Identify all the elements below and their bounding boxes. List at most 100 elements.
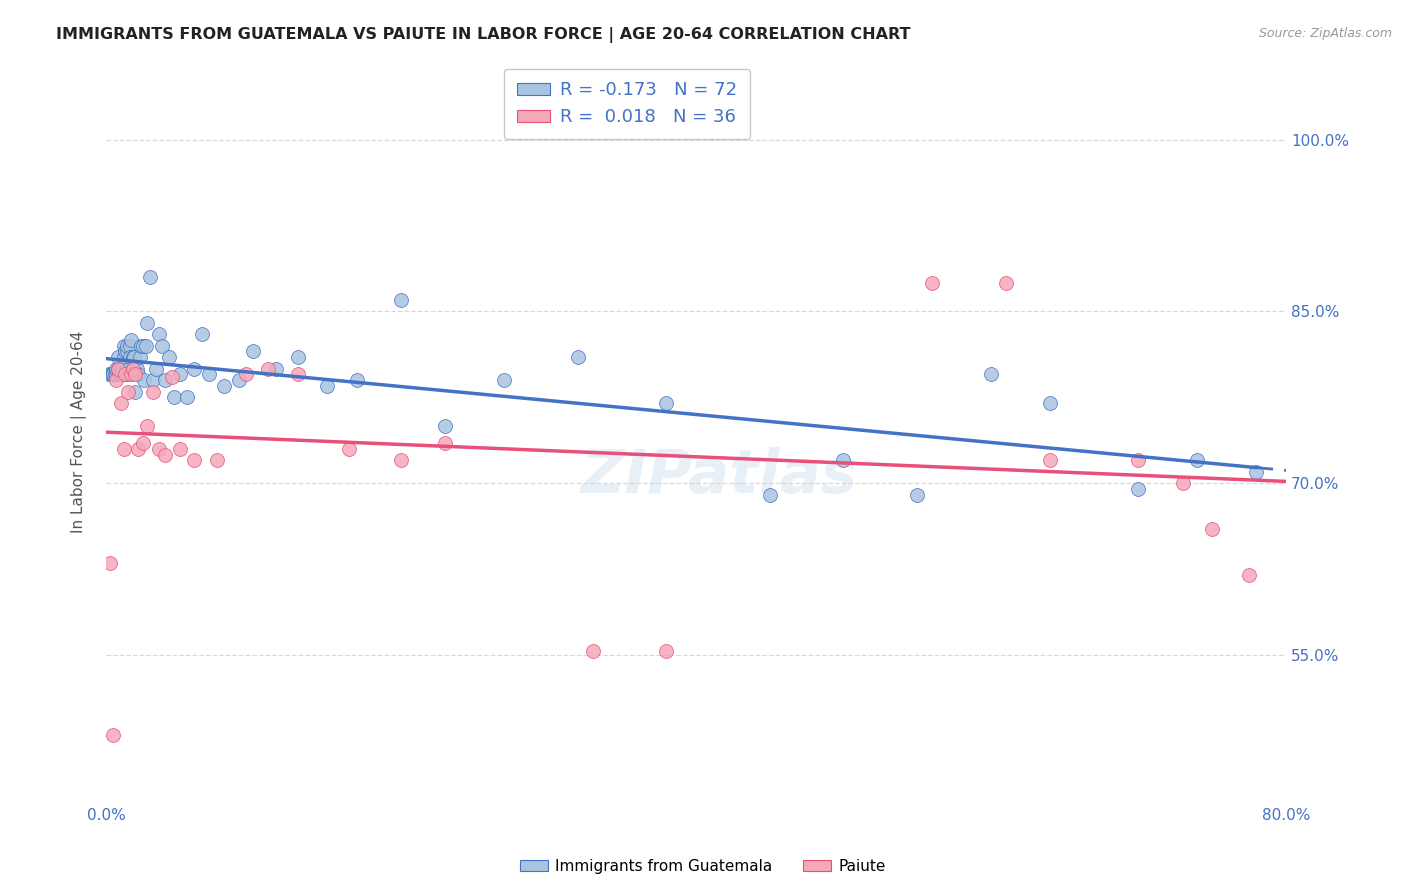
Point: [115, 344, 138, 359]
Point: [105, 361, 128, 376]
Point: [105, 373, 128, 387]
Point: [163, 390, 186, 404]
Point: [110, 368, 132, 382]
Point: [567, 350, 589, 364]
Point: [921, 276, 943, 290]
Point: [142, 373, 165, 387]
Point: [832, 453, 855, 467]
Point: [1201, 522, 1223, 536]
Point: [655, 396, 678, 410]
Point: [198, 368, 221, 382]
Point: [758, 487, 780, 501]
Point: [183, 361, 205, 376]
Point: [148, 442, 170, 456]
Point: [191, 327, 214, 342]
Point: [105, 368, 128, 382]
Point: [111, 368, 134, 382]
Point: [124, 384, 146, 399]
Point: [120, 333, 142, 347]
Point: [103, 728, 125, 742]
Point: [434, 418, 457, 433]
Point: [121, 350, 143, 364]
Point: [157, 350, 180, 364]
Point: [980, 368, 1002, 382]
Point: [135, 339, 157, 353]
Point: [103, 368, 125, 382]
Point: [169, 442, 191, 456]
Point: [112, 339, 135, 353]
Point: [115, 339, 138, 353]
Point: [1128, 453, 1150, 467]
Point: [139, 270, 162, 285]
Point: [582, 644, 605, 658]
Point: [104, 368, 127, 382]
Point: [316, 379, 339, 393]
Point: [112, 442, 135, 456]
Point: [162, 369, 184, 384]
Point: [118, 350, 141, 364]
Point: [287, 350, 309, 364]
Point: [148, 327, 170, 342]
Point: [905, 487, 928, 501]
Point: [153, 448, 176, 462]
Text: ZIPatlas: ZIPatlas: [581, 447, 858, 506]
Point: [97, 368, 120, 382]
Point: [132, 436, 155, 450]
Point: [110, 361, 132, 376]
Point: [118, 339, 141, 353]
Point: [136, 418, 159, 433]
Point: [142, 384, 165, 399]
Point: [108, 361, 131, 376]
Point: [114, 368, 136, 382]
Legend: Immigrants from Guatemala, Paiute: Immigrants from Guatemala, Paiute: [515, 853, 891, 880]
Point: [117, 361, 139, 376]
Point: [107, 361, 129, 376]
Point: [100, 368, 122, 382]
Point: [114, 368, 136, 382]
Point: [121, 361, 143, 376]
Point: [134, 373, 156, 387]
Point: [125, 361, 148, 376]
Point: [100, 556, 122, 570]
Point: [169, 368, 191, 382]
Point: [129, 350, 152, 364]
Point: [1128, 482, 1150, 496]
Point: [110, 396, 132, 410]
Point: [257, 361, 280, 376]
Point: [434, 436, 457, 450]
Point: [112, 350, 135, 364]
Point: [494, 373, 516, 387]
Point: [117, 368, 139, 382]
Point: [994, 276, 1017, 290]
Point: [212, 379, 235, 393]
Point: [108, 368, 131, 382]
Text: IMMIGRANTS FROM GUATEMALA VS PAIUTE IN LABOR FORCE | AGE 20-64 CORRELATION CHART: IMMIGRANTS FROM GUATEMALA VS PAIUTE IN L…: [56, 27, 911, 43]
Point: [1246, 465, 1268, 479]
Point: [132, 339, 155, 353]
Point: [183, 453, 205, 467]
Point: [107, 361, 129, 376]
Point: [153, 373, 176, 387]
Point: [111, 361, 134, 376]
Point: [107, 350, 129, 364]
Point: [145, 361, 167, 376]
Point: [1237, 567, 1260, 582]
Point: [117, 384, 139, 399]
Point: [1187, 453, 1209, 467]
Point: [337, 442, 360, 456]
Point: [121, 361, 143, 376]
Point: [235, 368, 257, 382]
Point: [120, 368, 142, 382]
Point: [127, 368, 149, 382]
Text: Source: ZipAtlas.com: Source: ZipAtlas.com: [1258, 27, 1392, 40]
Point: [176, 390, 198, 404]
Point: [242, 344, 264, 359]
Point: [103, 368, 125, 382]
Point: [127, 442, 149, 456]
Y-axis label: In Labor Force | Age 20-64: In Labor Force | Age 20-64: [72, 330, 87, 533]
Point: [131, 339, 153, 353]
Point: [150, 339, 173, 353]
Point: [389, 293, 412, 307]
Point: [122, 350, 145, 364]
Point: [1039, 453, 1062, 467]
